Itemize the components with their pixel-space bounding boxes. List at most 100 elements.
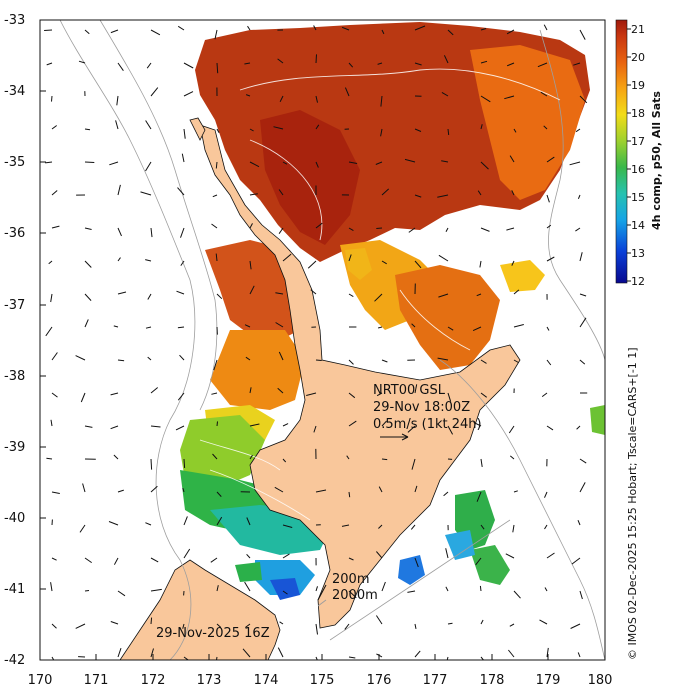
current-vector <box>571 557 581 565</box>
current-vector <box>381 359 388 363</box>
colorbar-tick-label: 12 <box>631 275 645 288</box>
current-vector <box>381 420 387 427</box>
current-vector <box>145 522 152 526</box>
colorbar <box>615 19 628 284</box>
current-vector <box>45 161 53 164</box>
current-vector <box>145 326 152 329</box>
current-vector <box>310 289 317 295</box>
current-vector <box>51 225 60 229</box>
current-vector <box>348 293 354 298</box>
current-vector <box>274 486 284 493</box>
current-vector <box>51 190 58 196</box>
current-vector <box>245 356 251 361</box>
current-vector <box>539 619 548 625</box>
current-vector <box>84 260 92 268</box>
current-vector <box>216 421 218 427</box>
current-vector <box>375 161 383 165</box>
current-vector <box>46 457 53 460</box>
current-vector <box>216 585 219 592</box>
current-vector <box>82 483 86 493</box>
current-vector <box>277 387 284 394</box>
current-vector <box>147 356 152 361</box>
current-vector <box>380 128 383 137</box>
current-vector <box>216 293 223 300</box>
current-vector <box>315 586 318 592</box>
current-vector <box>480 124 483 130</box>
current-vector <box>176 290 185 295</box>
current-vector <box>414 623 417 630</box>
colorbar-tick-label: 13 <box>631 247 645 260</box>
current-vector <box>404 158 416 163</box>
current-vector <box>244 581 251 592</box>
colorbar-tick-label: 20 <box>631 51 645 64</box>
current-vector <box>546 156 555 163</box>
current-vector <box>275 292 284 295</box>
current-vector <box>540 91 548 97</box>
time-label: 29-Nov 18:00Z <box>373 400 470 415</box>
current-vector <box>544 524 548 530</box>
current-vector <box>348 392 356 399</box>
current-vector <box>183 62 194 69</box>
current-vector <box>313 425 317 433</box>
current-vector <box>443 491 449 497</box>
current-vector <box>414 485 418 493</box>
current-vector <box>84 161 95 163</box>
current-vector <box>211 223 218 229</box>
current-vector <box>579 359 586 365</box>
y-tick-label: -41 <box>4 582 25 597</box>
current-vector <box>51 491 60 494</box>
depth-200-label: 200m <box>332 572 369 587</box>
current-vector <box>575 128 581 133</box>
current-vector <box>381 581 386 592</box>
current-vector <box>513 590 521 599</box>
y-tick-label: -39 <box>4 440 25 455</box>
current-vector <box>282 524 293 528</box>
current-vector <box>348 590 357 599</box>
north-tip <box>189 117 206 141</box>
current-vector <box>249 454 253 460</box>
current-vector <box>376 551 383 559</box>
current-vector <box>150 485 158 493</box>
sst-green-right <box>590 405 605 435</box>
current-vector <box>579 252 583 262</box>
x-tick-label: 179 <box>536 673 561 688</box>
current-vector <box>183 516 188 526</box>
current-vector <box>376 227 383 229</box>
current-vector <box>315 222 323 229</box>
current-vector <box>282 423 289 427</box>
current-vector <box>108 521 119 526</box>
current-vector <box>46 62 53 66</box>
current-vector <box>447 622 453 625</box>
current-vector <box>344 87 350 97</box>
current-vector <box>181 153 185 163</box>
colorbar-tick-label: 18 <box>631 107 645 120</box>
current-vector <box>377 326 383 329</box>
current-vector <box>84 227 92 230</box>
current-vector <box>546 224 552 229</box>
current-vector <box>213 359 218 371</box>
current-vector <box>348 227 354 232</box>
current-vector <box>445 227 449 232</box>
current-vector <box>183 91 194 97</box>
current-vector <box>479 260 482 268</box>
y-tick-label: -37 <box>4 298 25 313</box>
current-vector <box>249 260 252 270</box>
product-label: NRT00 GSL <box>373 383 446 398</box>
current-vector <box>180 260 185 266</box>
current-vector <box>315 161 319 168</box>
current-vector <box>80 392 86 403</box>
current-vector <box>447 425 454 435</box>
current-vector <box>509 623 515 627</box>
current-vector <box>377 62 383 65</box>
current-vector <box>480 359 487 364</box>
current-vector <box>246 553 251 559</box>
x-tick-label: 175 <box>310 673 335 688</box>
current-vector <box>506 62 515 67</box>
current-vector <box>348 359 354 365</box>
current-vector <box>381 188 390 196</box>
current-vector <box>117 184 121 196</box>
current-vector <box>75 623 86 629</box>
current-vector <box>116 95 119 106</box>
current-vector <box>244 324 251 328</box>
current-vector <box>441 91 449 97</box>
